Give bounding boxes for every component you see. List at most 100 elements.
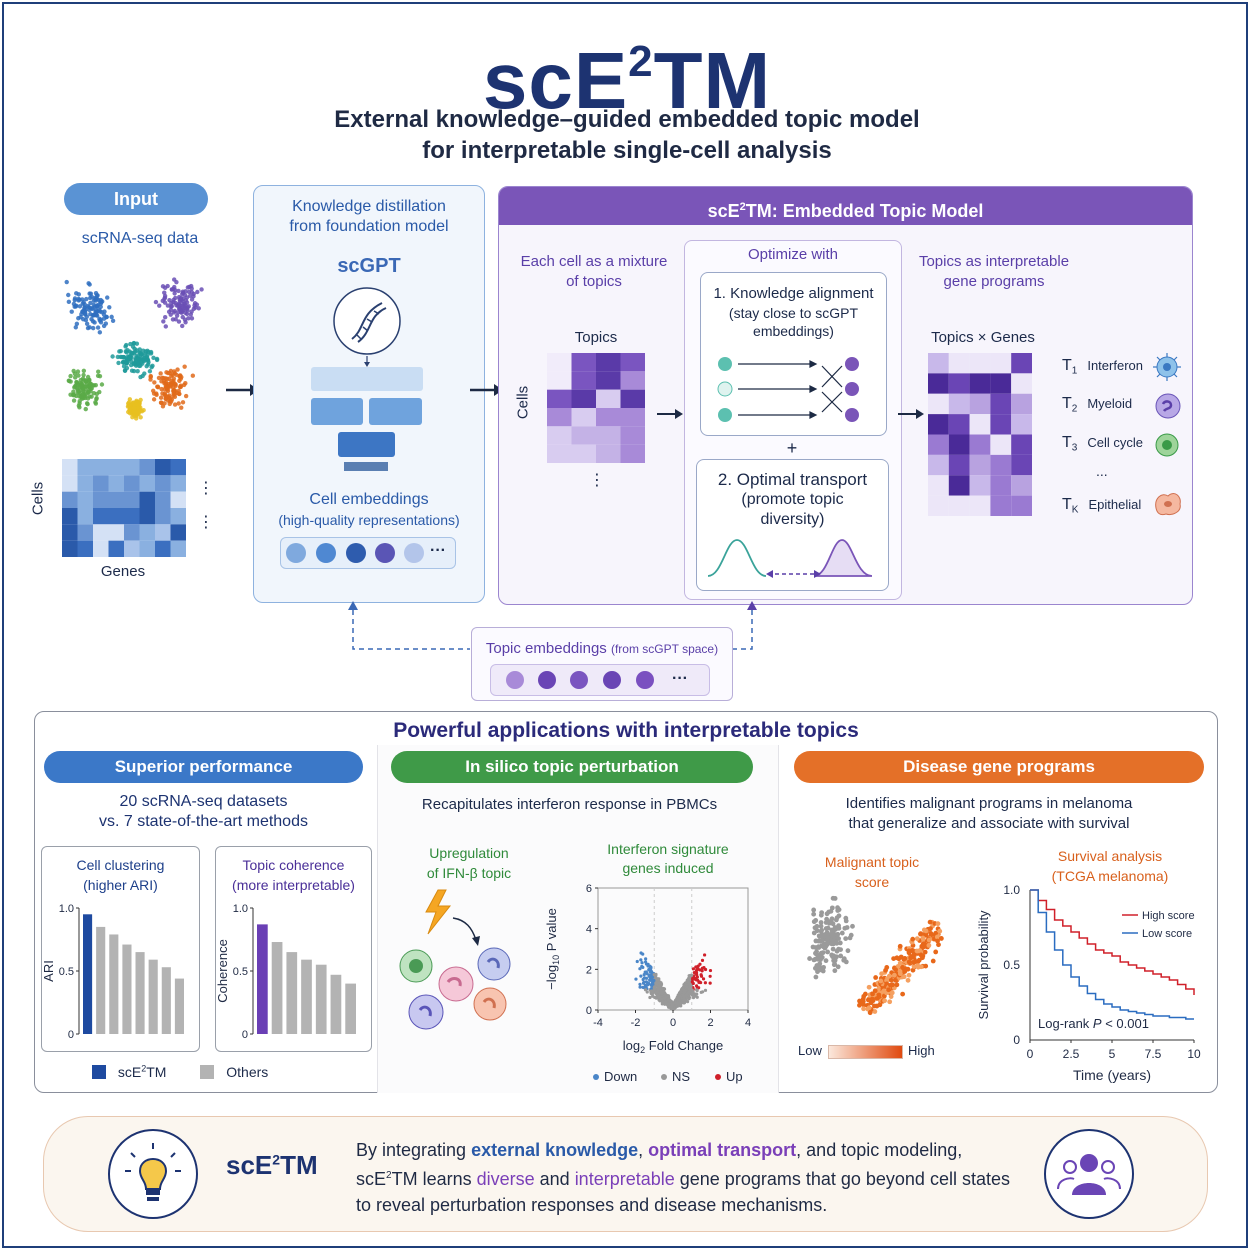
cell-topic-cell: [571, 444, 596, 463]
malignant-cell-point: [935, 938, 940, 944]
pink-cell: [438, 966, 474, 1002]
volcano-point: [695, 995, 699, 999]
bar: [315, 964, 327, 1034]
umap-point: [176, 319, 182, 324]
umap-point: [96, 369, 101, 374]
gene-programs-label: Topics as interpretable gene programs: [918, 253, 1070, 290]
volcano-point: [640, 964, 644, 969]
umap-point: [150, 363, 155, 368]
umap-point: [167, 370, 172, 376]
volcano-point: [660, 1002, 664, 1006]
umap-point: [71, 398, 77, 403]
umap-point: [76, 296, 81, 302]
topic-gene-cell: [1011, 475, 1032, 496]
cell-emb-dots: [286, 543, 424, 563]
umap-point: [110, 354, 115, 359]
malignant-cell-point: [918, 964, 924, 970]
volcano-point: [667, 1002, 671, 1006]
topic-emb-dot: [570, 671, 588, 689]
umap-point: [140, 373, 145, 379]
encoder-layer-4: [344, 462, 388, 471]
cell-topic-cell: [620, 353, 645, 372]
umap-point: [180, 400, 186, 405]
umap-point: [153, 299, 159, 305]
input-matrix-cell: [108, 540, 124, 557]
gray-cell-point: [843, 936, 849, 941]
myeloid-cell-icon: [1155, 393, 1181, 419]
topic-gene-cell: [990, 495, 1012, 516]
input-matrix-cell: [155, 540, 171, 557]
volcano-point: [660, 992, 665, 997]
emb-dot: [316, 543, 336, 563]
input-matrix-cell: [108, 475, 124, 492]
gray-cell-point: [814, 928, 820, 934]
topic-gene-cell: [990, 475, 1012, 496]
umap-point: [86, 281, 91, 286]
gray-cell-point: [832, 968, 838, 974]
input-matrix-cell: [155, 491, 171, 508]
volcano-point: [700, 966, 705, 970]
cell-node: [717, 381, 733, 397]
mixture-label: Each cell as a mixture of topics: [520, 253, 668, 290]
topic-gene-cell: [990, 353, 1012, 374]
input-matrix-cell: [62, 508, 78, 525]
encoder-layer-2a: [311, 398, 363, 425]
malignant-cell-point: [908, 955, 914, 961]
volcano-point: [676, 1001, 680, 1006]
umap-point: [133, 409, 138, 414]
umap-point: [165, 394, 170, 399]
topics-genes-label: Topics × Genes: [931, 329, 1035, 346]
volcano-point: [644, 970, 648, 974]
y-axis-label: ARI: [41, 960, 56, 982]
gray-cell-point: [830, 921, 836, 927]
malignant-cell-point: [900, 964, 905, 970]
x-tick-label: 2: [707, 1017, 713, 1029]
topic-id: T: [1062, 496, 1072, 513]
volcano-point: [645, 990, 649, 994]
cell-topic-cell: [596, 353, 621, 372]
cell-topic-cell: [547, 353, 572, 372]
topic-gene-cell: [990, 434, 1012, 455]
umap-point: [95, 325, 101, 330]
gray-cell-point: [835, 931, 841, 937]
umap-point: [124, 360, 130, 366]
gray-cell-point: [821, 964, 826, 970]
legend-swatch-others: [200, 1064, 215, 1079]
umap-point: [75, 369, 81, 374]
input-matrix-cell: [62, 475, 78, 492]
bar: [148, 959, 158, 1034]
cell-emb-sub: (high-quality representations): [278, 512, 460, 528]
umap-point: [156, 375, 162, 381]
umap-point: [145, 348, 150, 353]
cell-topic-cell: [596, 389, 621, 408]
umap-point: [118, 348, 123, 354]
malignant-cell-point: [859, 1001, 865, 1006]
volcano-point: [692, 976, 696, 980]
topic-index: 2: [1071, 403, 1078, 415]
topic-gene-cell: [1011, 353, 1032, 374]
umap-point: [103, 321, 109, 326]
umap-point: [168, 307, 174, 313]
umap-point: [107, 305, 112, 310]
umap-point: [174, 372, 179, 378]
umap-point: [89, 316, 94, 322]
umap-point: [183, 310, 188, 316]
topic-gene-cell: [928, 454, 949, 476]
gray-cell-point: [847, 935, 853, 941]
umap-point: [142, 352, 148, 357]
umap-point: [147, 369, 153, 374]
volcano-point: [703, 988, 708, 992]
topic-emb-dot: [636, 671, 654, 689]
malignant-cell-point: [886, 987, 891, 993]
umap-point: [157, 303, 162, 308]
volcano-point: [695, 988, 699, 992]
lightbulb-icon: [108, 1129, 198, 1219]
umap-point: [176, 294, 182, 300]
umap-point: [141, 348, 146, 353]
umap-point: [183, 303, 188, 308]
topic-gene-matrix: [928, 353, 1032, 516]
malignant-umap: [807, 895, 944, 1016]
perturbation-panel: [377, 745, 779, 1093]
volcano-point: [701, 990, 705, 994]
volcano-point: [663, 992, 667, 996]
